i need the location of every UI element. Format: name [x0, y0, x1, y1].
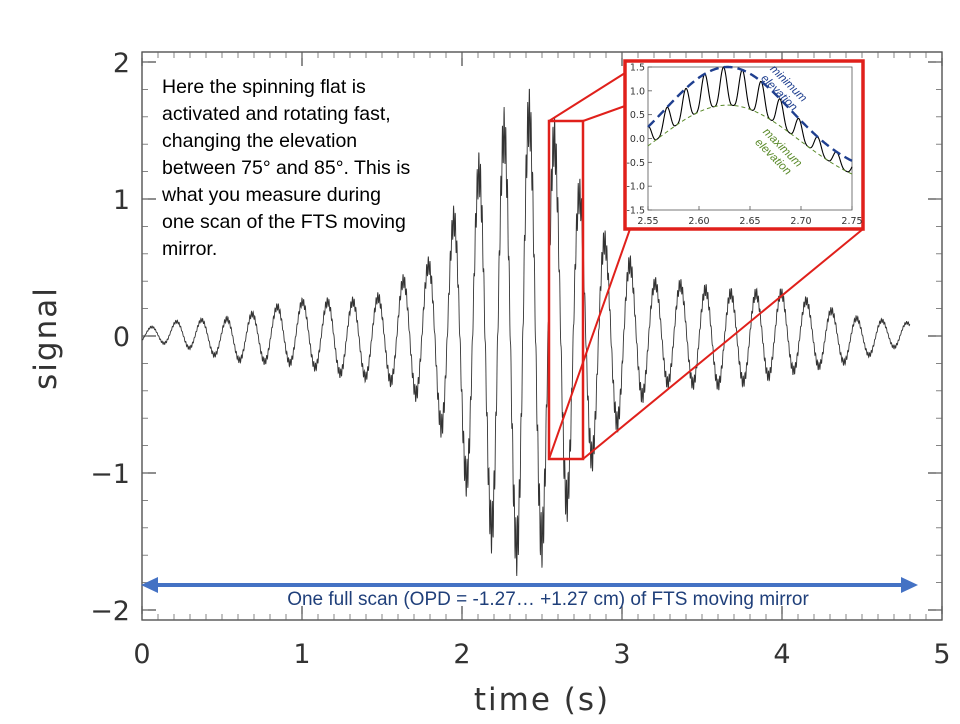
inset-y-tick-label: 1.0 [630, 86, 645, 97]
annotation-line: mirror. [162, 238, 217, 260]
inset-x-tick-label: 2.60 [688, 216, 709, 227]
y-tick-label: −1 [90, 459, 130, 490]
inset-x-tick-label: 2.65 [739, 216, 760, 227]
inset-y-tick-label: 1.5 [630, 63, 645, 74]
full-scan-label: One full scan (OPD = -1.27… +1.27 cm) of… [287, 589, 809, 610]
x-tick-label: 3 [613, 639, 630, 670]
x-tick-label: 1 [293, 639, 310, 670]
annotation-line: Here the spinning flat is [162, 76, 366, 98]
y-tick-label: 0 [113, 322, 130, 353]
connector-line [583, 229, 863, 459]
inset-y-tick-label: 0.0 [630, 134, 645, 145]
x-axis-title: time (s) [474, 682, 610, 718]
y-tick-label: 1 [113, 185, 130, 216]
y-tick-label: −2 [90, 596, 130, 627]
y-axis-title: signal [28, 286, 64, 390]
annotation-text: Here the spinning flat is activated and r… [161, 76, 411, 260]
x-tick-label: 4 [773, 639, 790, 670]
annotation-line: activated and rotating fast, [162, 103, 391, 125]
connector-line [549, 73, 625, 121]
inset-y-tick-label: -1.5 [626, 206, 645, 217]
x-tick-label: 2 [453, 639, 470, 670]
arrow-head-left [141, 577, 158, 593]
annotation-line: what you measure during [161, 184, 381, 206]
inset-x-tick-label: 2.75 [841, 216, 862, 227]
annotation-line: changing the elevation [162, 130, 357, 152]
y-tick-label: 2 [113, 48, 130, 79]
annotation-line: between 75° and 85°. This is [162, 157, 411, 179]
inset-y-tick-label: -1.0 [626, 182, 645, 193]
inset-y-tick-label: -0.5 [626, 158, 645, 169]
connector-line [583, 106, 625, 121]
x-tick-label: 5 [933, 639, 950, 670]
inset-x-tick-label: 2.55 [637, 216, 658, 227]
inset-x-tick-label: 2.70 [790, 216, 811, 227]
annotation-line: one scan of the FTS moving [162, 211, 406, 233]
arrow-head-right [901, 577, 918, 593]
inset-y-tick-label: 0.5 [630, 110, 645, 121]
x-tick-label: 0 [133, 639, 150, 670]
